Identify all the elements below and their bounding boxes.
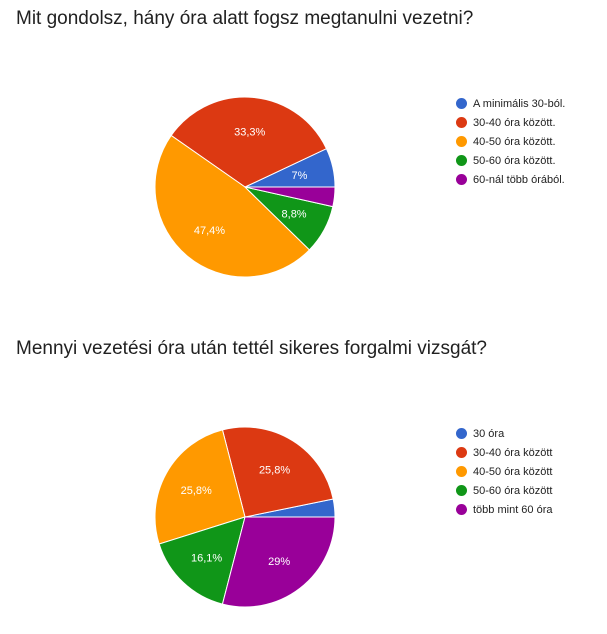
legend-swatch	[456, 428, 467, 439]
legend-item-50-60[interactable]: 50-60 óra között.	[456, 151, 565, 170]
legend-label: 50-60 óra között	[473, 484, 553, 497]
legend-label: A minimális 30-ból.	[473, 97, 566, 110]
slice-data-label: 33,3%	[234, 126, 265, 138]
legend-label: 30-40 óra között	[473, 446, 553, 459]
legend-swatch	[456, 466, 467, 477]
pie-slice-40-50[interactable]	[154, 134, 311, 278]
legend-label: 30-40 óra között.	[473, 116, 556, 129]
legend: 30 óra 30-40 óra között 40-50 óra között 50…	[456, 424, 553, 519]
chart-2: Mennyi vezetési óra után tettél sikeres …	[0, 320, 607, 634]
pie-chart: 25,8% 25,8% 16,1% 29%	[154, 426, 336, 608]
legend-item-40-50[interactable]: 40-50 óra között.	[456, 132, 565, 151]
legend-swatch	[456, 504, 467, 515]
legend-item-30-ora[interactable]: 30 óra	[456, 424, 553, 443]
pie-slice-tobb-mint-60[interactable]	[221, 516, 336, 608]
legend: A minimális 30-ból. 30-40 óra között. 40-5…	[456, 94, 565, 189]
pie-slice-50-60[interactable]	[158, 516, 246, 605]
legend-swatch	[456, 155, 467, 166]
legend-swatch	[456, 98, 467, 109]
legend-label: 50-60 óra között.	[473, 154, 556, 167]
legend-item-50-60[interactable]: 50-60 óra között	[456, 481, 553, 500]
legend-label: 30 óra	[473, 427, 505, 440]
slice-data-label: 16,1%	[191, 552, 222, 564]
pie-slice-30-40[interactable]	[170, 96, 328, 188]
legend-swatch	[456, 136, 467, 147]
legend-label: 60-nál több órából.	[473, 173, 565, 186]
legend-label: 40-50 óra között	[473, 465, 553, 478]
pie-slice-40-50[interactable]	[154, 429, 246, 545]
legend-item-a-minimalis-30[interactable]: A minimális 30-ból.	[456, 94, 565, 113]
legend-label: 40-50 óra között.	[473, 135, 556, 148]
legend-swatch	[456, 174, 467, 185]
legend-label: több mint 60 óra	[473, 503, 553, 516]
slice-data-label: 7%	[292, 170, 308, 182]
slice-data-label: 25,8%	[259, 465, 290, 477]
pie-slice-60-nal-tobb[interactable]	[244, 186, 336, 208]
legend-item-60-nal-tobb[interactable]: 60-nál több órából.	[456, 170, 565, 189]
legend-swatch	[456, 485, 467, 496]
legend-item-30-40[interactable]: 30-40 óra között	[456, 443, 553, 462]
slice-data-label: 25,8%	[181, 485, 212, 497]
legend-item-40-50[interactable]: 40-50 óra között	[456, 462, 553, 481]
legend-item-tobb-mint-60[interactable]: több mint 60 óra	[456, 500, 553, 519]
pie-slice-30-40[interactable]	[221, 426, 334, 518]
chart-1: Mit gondolsz, hány óra alatt fogsz megta…	[0, 0, 607, 310]
legend-item-30-40[interactable]: 30-40 óra között.	[456, 113, 565, 132]
legend-swatch	[456, 117, 467, 128]
chart-title: Mennyi vezetési óra után tettél sikeres …	[16, 338, 487, 359]
slice-data-label: 8,8%	[282, 209, 307, 221]
slice-data-label: 47,4%	[194, 225, 225, 237]
chart-title: Mit gondolsz, hány óra alatt fogsz megta…	[16, 8, 474, 29]
slice-data-label: 29%	[268, 556, 290, 568]
pie-chart: 7% 33,3% 47,4% 8,8%	[154, 96, 336, 278]
legend-swatch	[456, 447, 467, 458]
